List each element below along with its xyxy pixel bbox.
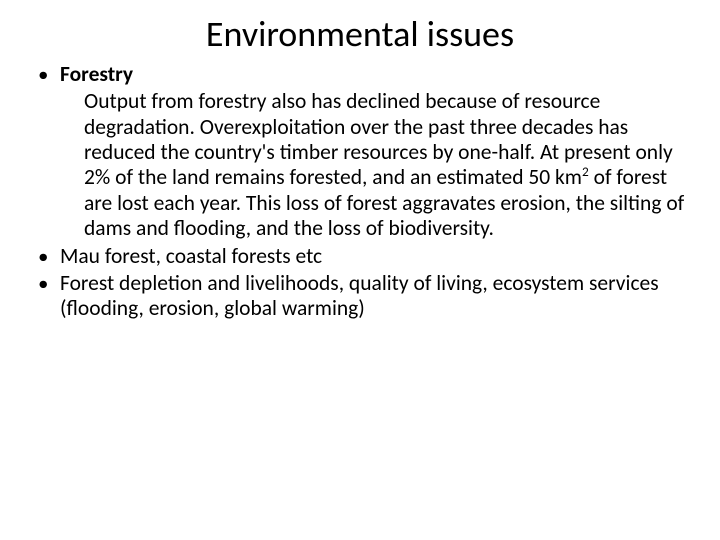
bullet-mau-forest: Mau forest, coastal forests etc xyxy=(36,244,690,269)
forestry-paragraph: Output from forestry also has declined b… xyxy=(36,89,690,241)
bullet-depletion-text: Forest depletion and livelihoods, qualit… xyxy=(60,270,659,321)
slide: Environmental issues Forestry Output fro… xyxy=(0,0,720,540)
bullet-list: Forestry xyxy=(36,62,690,87)
bullet-mau-forest-text: Mau forest, coastal forests etc xyxy=(60,243,322,269)
slide-body: Forestry Output from forestry also has d… xyxy=(30,62,690,322)
bullet-forestry-label: Forestry xyxy=(60,61,133,87)
slide-title: Environmental issues xyxy=(30,12,690,56)
bullet-depletion: Forest depletion and livelihoods, qualit… xyxy=(36,271,690,322)
bullet-forestry: Forestry xyxy=(36,62,690,87)
bullet-list-2: Mau forest, coastal forests etc Forest d… xyxy=(36,244,690,322)
para-superscript: 2 xyxy=(582,163,589,180)
